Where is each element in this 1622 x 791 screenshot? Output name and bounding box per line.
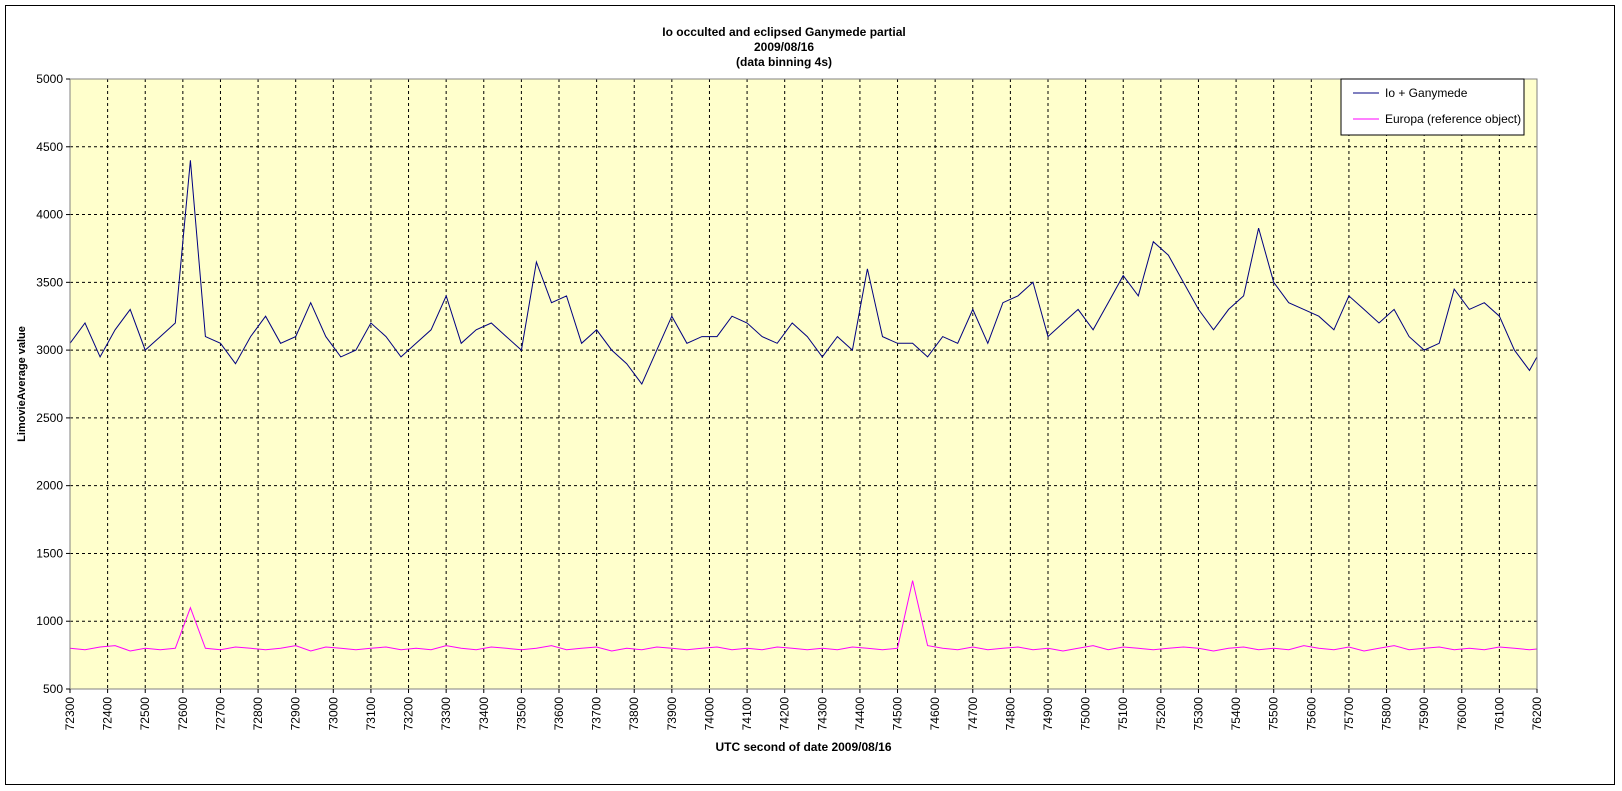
title-line-3: (data binning 4s) [736,55,832,69]
x-tick-label: 76000 [1455,697,1469,731]
y-axis-label: LimovieAverage value [16,326,28,442]
legend-label-europa: Europa (reference object) [1385,112,1521,126]
plot-area [70,79,1537,689]
x-tick-label: 74400 [853,697,867,731]
y-tick-label: 4500 [36,140,63,154]
y-tick-label: 1000 [36,614,63,628]
y-tick-label: 2000 [36,479,63,493]
x-tick-label: 74500 [891,697,905,731]
y-tick-label: 3000 [36,343,63,357]
x-tick-label: 75500 [1267,697,1281,731]
x-tick-label: 76100 [1492,697,1506,731]
series-line-io-ganymede [70,160,1537,385]
gridlines [70,79,1537,689]
x-tick-label: 73500 [514,697,528,731]
x-axis-label: UTC second of date 2009/08/16 [715,740,891,754]
x-tick-label: 73200 [402,697,416,731]
x-tick-label: 76200 [1530,697,1544,731]
y-tick-label: 1500 [36,546,63,560]
chart: Io occulted and eclipsed Ganymede partia… [16,25,1544,754]
x-tick-label: 73100 [364,697,378,731]
x-tick-label: 74700 [966,697,980,731]
x-tick-label: 75900 [1417,697,1431,731]
title-line-2: 2009/08/16 [754,40,814,54]
series-line-europa [70,580,1537,652]
y-tick-label: 5000 [36,72,63,86]
x-tick-label: 75100 [1116,697,1130,731]
legend: Io + Ganymede Europa (reference object) [1340,78,1525,136]
x-tick-label: 74000 [702,697,716,731]
legend-box [1340,78,1525,136]
x-tick-label: 74100 [740,697,754,731]
y-tick-label: 500 [43,682,63,696]
x-tick-label: 74200 [778,697,792,731]
y-tick-label: 4000 [36,208,63,222]
x-tick-label: 73600 [552,697,566,731]
x-tick-label: 74800 [1003,697,1017,731]
x-tick-label: 73900 [665,697,679,731]
chart-frame: Io occulted and eclipsed Ganymede partia… [5,5,1615,785]
x-tick-label: 73800 [627,697,641,731]
x-tick-label: 74300 [815,697,829,731]
x-tick-label: 75300 [1191,697,1205,731]
x-tick-label: 72800 [251,697,265,731]
x-axis: 72300 72400 72500 72600 72700 72800 72900 73000… [63,689,1544,730]
plot-border [69,78,1538,690]
series-layer [70,160,1537,652]
y-tick-label: 3500 [36,275,63,289]
x-tick-label: 73300 [439,697,453,731]
x-tick-label: 74900 [1041,697,1055,731]
x-tick-label: 72500 [138,697,152,731]
x-tick-label: 73400 [477,697,491,731]
x-tick-label: 75000 [1079,697,1093,731]
x-tick-label: 72900 [289,697,303,731]
x-tick-label: 73700 [590,697,604,731]
title-line-1: Io occulted and eclipsed Ganymede partia… [662,25,905,39]
x-tick-label: 74600 [928,697,942,731]
x-tick-label: 72600 [176,697,190,731]
x-tick-label: 75600 [1304,697,1318,731]
x-tick-label: 72300 [63,697,77,731]
x-tick-label: 72400 [101,697,115,731]
x-tick-label: 75200 [1154,697,1168,731]
x-tick-label: 75700 [1342,697,1356,731]
x-tick-label: 72700 [213,697,227,731]
y-tick-label: 2500 [36,411,63,425]
chart-title: Io occulted and eclipsed Ganymede partia… [662,25,905,69]
x-tick-label: 75800 [1380,697,1394,731]
x-tick-label: 73000 [326,697,340,731]
x-tick-label: 75400 [1229,697,1243,731]
y-axis: 500 1000 1500 2000 2500 3000 3500 4000 4500 5000 [36,72,70,696]
legend-label-io-ganymede: Io + Ganymede [1385,86,1468,100]
